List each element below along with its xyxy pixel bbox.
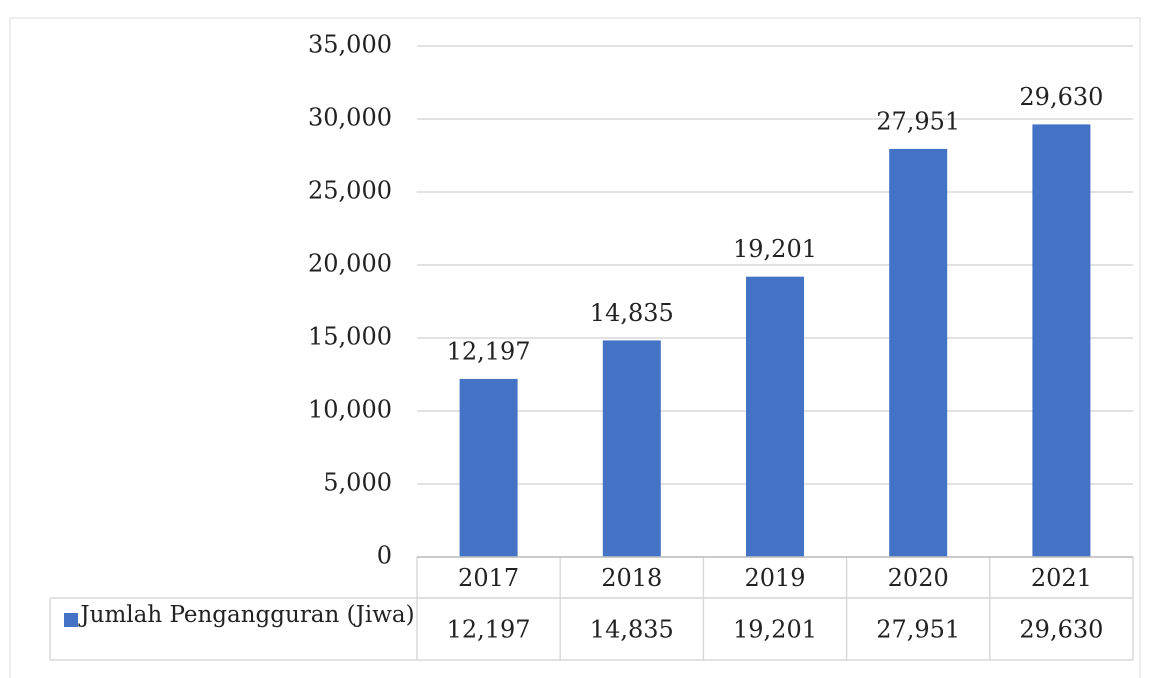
legend-swatch <box>64 613 78 627</box>
table-value: 12,197 <box>447 616 531 644</box>
data-label: 27,951 <box>876 107 960 135</box>
data-label: 14,835 <box>590 299 674 327</box>
y-tick-label: 0 <box>377 542 392 570</box>
bar <box>459 378 518 557</box>
table-value: 27,951 <box>876 616 960 644</box>
y-tick-label: 5,000 <box>323 469 392 497</box>
bar <box>602 340 661 557</box>
x-tick-label: 2021 <box>1031 564 1092 592</box>
y-tick-label: 25,000 <box>308 177 392 205</box>
table-value: 29,630 <box>1019 616 1103 644</box>
table-value: 14,835 <box>590 616 674 644</box>
bar <box>889 148 948 557</box>
bar <box>1032 124 1091 557</box>
data-label: 19,201 <box>733 235 817 263</box>
y-tick-label: 10,000 <box>308 396 392 424</box>
legend-label: Jumlah Pengangguran (Jiwa) <box>80 602 415 628</box>
table-value: 19,201 <box>733 616 817 644</box>
y-tick-label: 30,000 <box>308 104 392 132</box>
bar <box>746 276 804 557</box>
x-tick-label: 2019 <box>744 564 805 592</box>
y-tick-label: 20,000 <box>308 250 392 278</box>
x-tick-label: 2017 <box>458 564 519 592</box>
legend-box: Jumlah Pengangguran (Jiwa) <box>80 602 415 628</box>
chart-frame <box>9 17 1141 678</box>
y-tick-label: 35,000 <box>308 31 392 59</box>
data-label: 29,630 <box>1019 83 1103 111</box>
data-label: 12,197 <box>447 337 531 365</box>
y-tick-label: 15,000 <box>308 323 392 351</box>
x-tick-label: 2018 <box>601 564 662 592</box>
x-tick-label: 2020 <box>888 564 949 592</box>
